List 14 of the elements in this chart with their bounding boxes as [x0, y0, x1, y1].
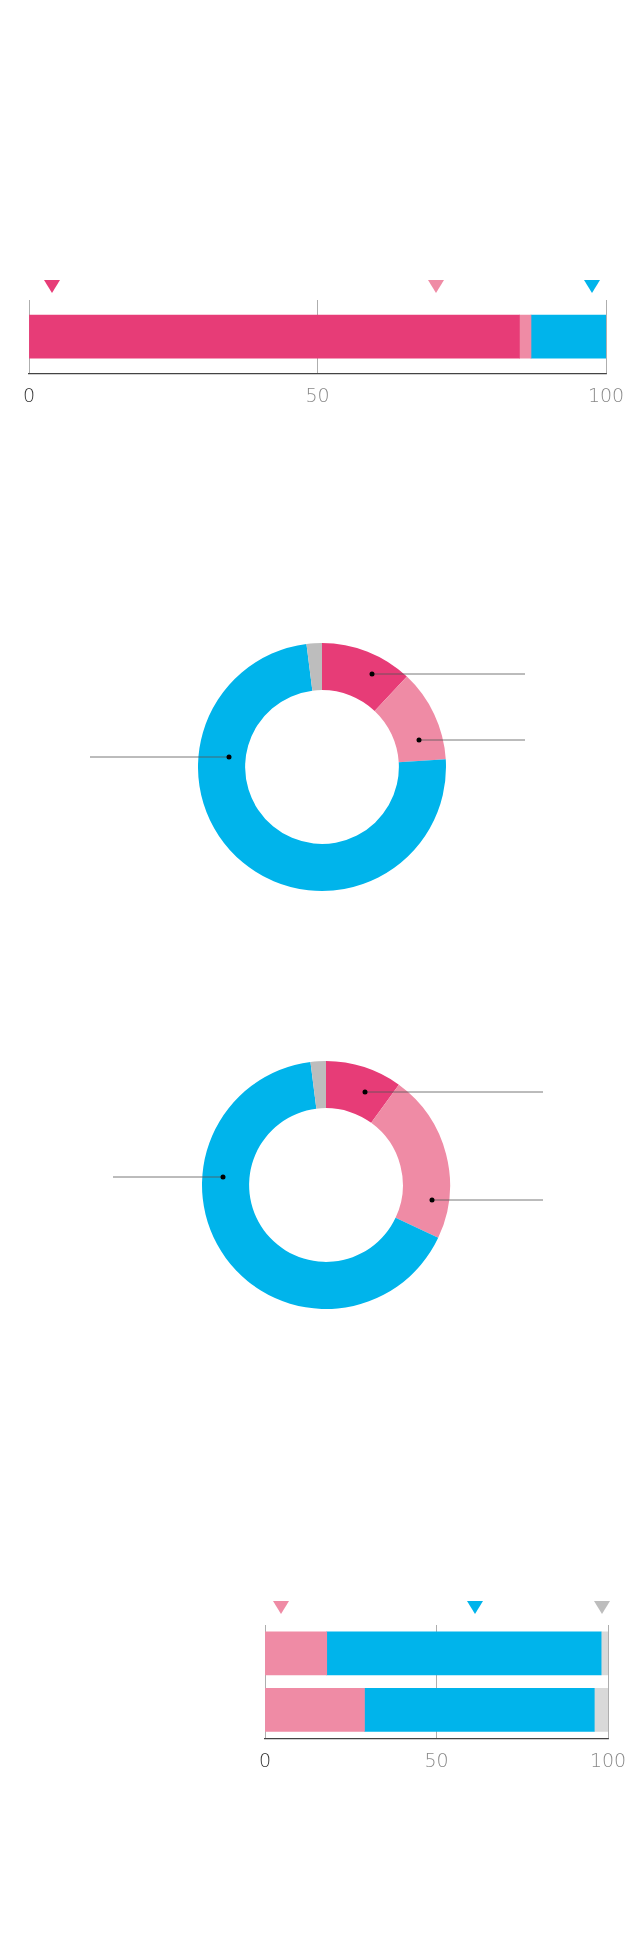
x-tick-label: 0 [258, 1748, 272, 1771]
bar [364, 1688, 595, 1732]
bar [29, 314, 520, 359]
x-tick-label: 50 [305, 383, 330, 406]
bar [593, 1688, 608, 1732]
bar [326, 1631, 602, 1676]
x-tick-label: 100 [589, 1748, 627, 1771]
bar [600, 1631, 608, 1676]
bar [530, 314, 606, 359]
bar [265, 1688, 365, 1732]
x-tick-label: 50 [424, 1748, 449, 1771]
bar [265, 1631, 328, 1676]
x-tick-label: 0 [22, 383, 36, 406]
x-tick-label: 100 [587, 383, 625, 406]
